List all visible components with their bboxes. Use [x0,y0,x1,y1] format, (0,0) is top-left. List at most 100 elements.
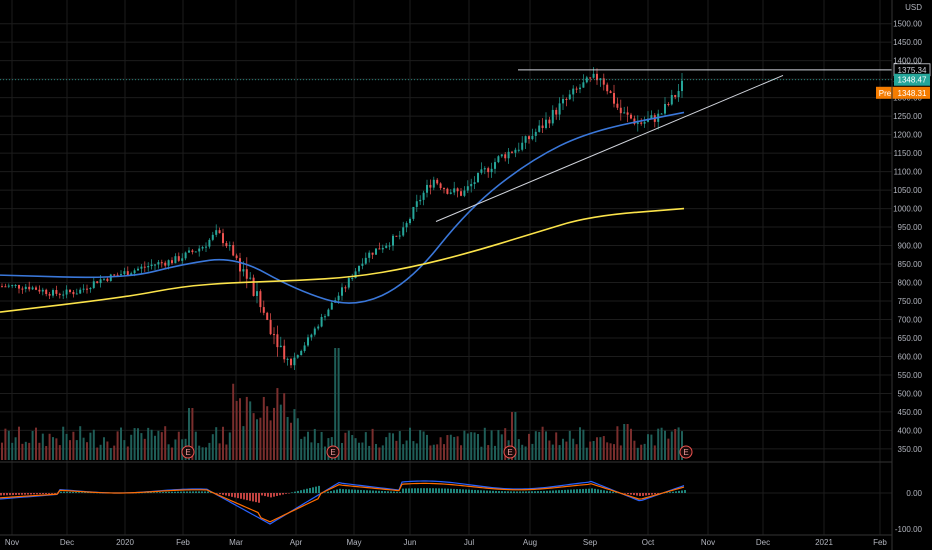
volume-bar [439,437,442,460]
volume-bar [69,440,71,460]
price-tick-label: 1500.00 [893,20,922,29]
candle-body [79,289,82,294]
candle-body [249,277,252,279]
macd-histogram-bar [537,491,539,493]
macd-histogram-bar [426,488,428,493]
candle-body [177,256,180,261]
candle-body [86,288,88,290]
candle-body [368,252,371,258]
macd-histogram-bar [375,490,377,493]
macd-histogram-bar [198,491,200,493]
price-tick-label: 1000.00 [893,205,922,214]
macd-histogram-bar [381,490,383,493]
candle-body [347,278,350,288]
candle-body [52,290,54,296]
price-tick-label: 1400.00 [893,57,922,66]
volume-bar [273,407,275,460]
candle-body [555,109,558,115]
macd-histogram-bar [324,492,326,493]
macd-histogram-bar [153,492,155,493]
macd-histogram-bar [405,488,407,493]
macd-histogram-bar [168,491,170,493]
macd-histogram-bar [177,491,179,493]
price-tick-label: 700.00 [898,315,923,324]
macd-histogram-bar [456,489,458,493]
volume-bar [443,444,445,460]
volume-bar [177,431,180,460]
volume-bar [92,429,95,460]
price-axis[interactable]: USD 1500.001450.001400.001350.001300.001… [893,3,922,454]
volume-bar [41,433,44,460]
macd-histogram-bar [402,488,404,493]
volume-bar [123,440,126,460]
candle-body [167,260,170,266]
macd-histogram-bar [483,490,485,493]
macd-histogram-bar [552,490,554,493]
volume-bar [480,446,483,460]
volume-bar [347,430,350,460]
macd-histogram-bar [516,491,518,493]
candle-body [276,334,279,348]
volume-bar [524,446,527,460]
volume-bar [269,420,272,460]
candle-body [531,135,534,140]
macd-histogram-bar [336,489,338,493]
time-axis[interactable]: Nov Dec 2020 Feb Mar Apr May Jun Jul Aug Sep Oct Nov… [5,538,888,547]
macd-histogram-bar [498,491,500,493]
macd-histogram-bar [201,491,203,493]
macd-histogram-bar [384,491,386,493]
volume-bar [446,435,449,460]
macd-histogram-bar [87,492,89,493]
macd-histogram-bar [42,493,44,495]
volume-bar [18,426,20,460]
volume-bar [31,430,34,460]
candle-body [194,251,197,253]
candle-body [21,288,24,290]
volume-bar [116,431,119,460]
macd-histogram-bar [642,493,644,496]
candle-body [551,109,554,124]
volume-bar [109,447,112,460]
earnings-marker-label: E [185,448,190,457]
volume-bar [171,447,173,460]
candle-body [545,119,547,128]
candle-body [181,258,184,261]
volume-bar [296,418,299,460]
macd-histogram-bar [408,488,410,493]
macd-histogram-bar [222,493,224,495]
volume-bar [262,396,265,460]
macd-histogram-bar [678,490,680,493]
candle-body [354,271,357,279]
macd-histogram-bar [81,492,83,493]
macd-histogram-bar [12,493,14,496]
volume-bar [551,444,554,460]
volume-bar [415,443,418,460]
macd-histogram-bar [255,493,257,503]
volume-bar [120,427,122,460]
volume-bar [150,429,153,460]
candle-body [422,192,425,200]
macd-histogram-bar [495,490,497,493]
volume-bar [239,398,241,460]
candle-body [215,230,218,235]
volume-bar [130,434,133,460]
candle-body [48,294,51,296]
volume-bar [368,445,371,460]
candle-body [589,77,592,79]
trendlines[interactable] [0,69,892,222]
candle-body [75,293,78,295]
candle-body [664,103,666,114]
macd-histogram-bar [24,493,26,495]
macd-histogram-bar [285,493,287,494]
earnings-marker-circle [181,445,195,459]
volume-bar [324,446,326,460]
volume-bar [422,431,425,460]
candle-body [511,151,513,153]
price-tick-label: 550.00 [898,371,923,380]
macd-histogram-bar [318,485,320,493]
candle-body [432,179,435,188]
volume-bar [198,445,201,460]
